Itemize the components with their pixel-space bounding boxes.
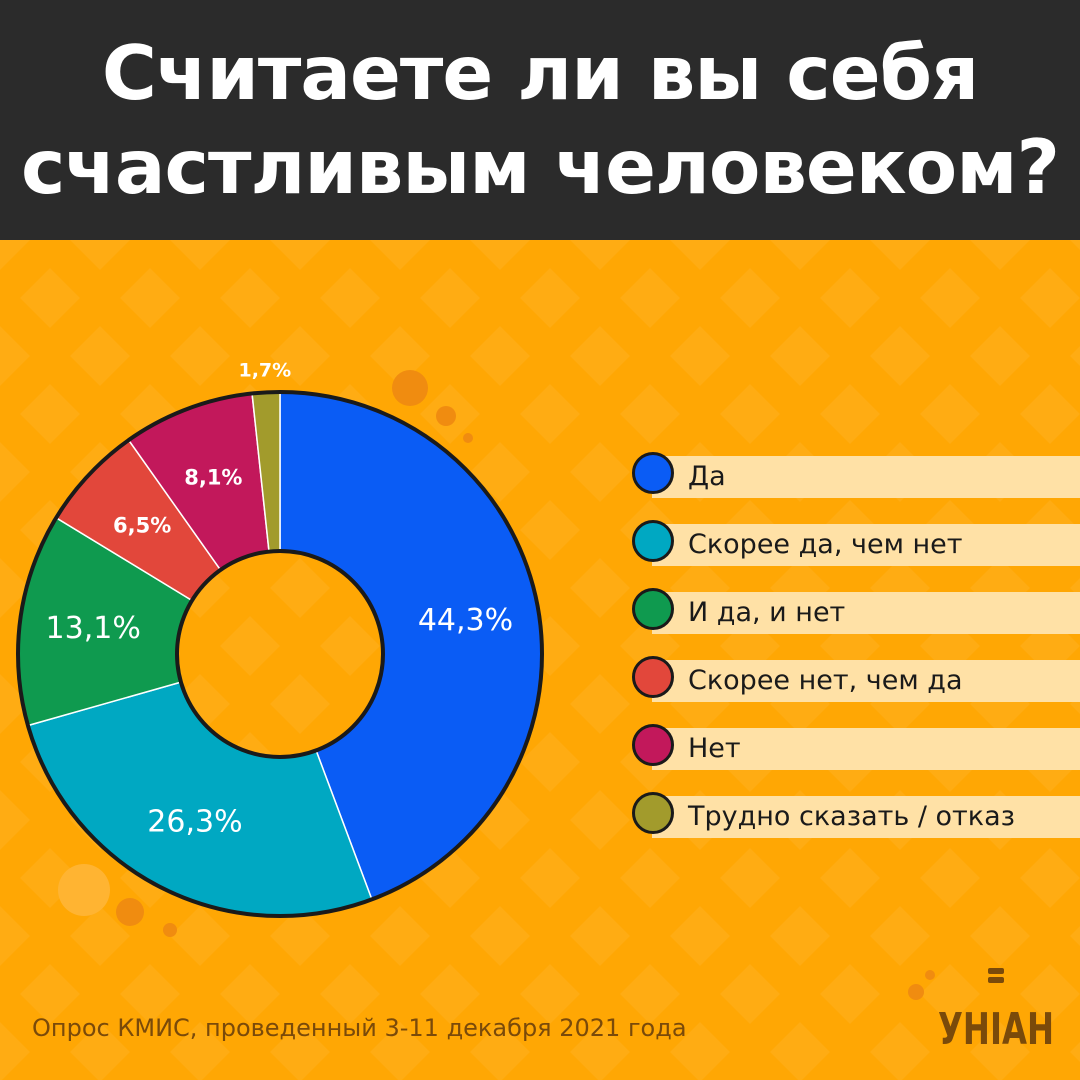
legend-label: Нет (688, 733, 741, 764)
legend-bar (652, 592, 1080, 634)
page-title: Считаете ли вы себя счастливым человеком… (20, 26, 1060, 214)
legend-item: Скорее нет, чем да (632, 652, 1080, 708)
legend-bar (652, 456, 1080, 498)
source-note: Опрос КМИС, проведенный 3-11 декабря 202… (32, 1014, 687, 1042)
legend-item: Трудно сказать / отказ (632, 788, 1080, 844)
legend-bar (652, 728, 1080, 770)
legend-label: Да (688, 461, 726, 492)
svg-text:УНІАН: УНІАН (938, 1004, 1054, 1055)
legend-bar (652, 524, 1080, 566)
legend-label: И да, и нет (688, 597, 846, 628)
slice-label-5: 8,1% (184, 466, 242, 490)
donut-outer-outline (16, 390, 544, 918)
slice-label-1: 44,3% (418, 603, 513, 638)
decorative-dots (58, 370, 935, 1000)
legend-item: Да (632, 448, 1080, 504)
slice-label-3: 13,1% (46, 611, 141, 646)
legend-item: Скорее да, чем нет (632, 516, 1080, 572)
donut-chart: 44,3% 26,3% 13,1% 6,5% 8,1% 1,7% (16, 359, 544, 918)
legend-bar (652, 796, 1080, 838)
legend-label: Скорее да, чем нет (688, 529, 963, 560)
legend-swatch (632, 588, 674, 630)
legend-item: Нет (632, 720, 1080, 776)
chart-legend: Да Скорее да, чем нет И да, и нет Скорее не… (632, 448, 1080, 856)
legend-swatch (632, 520, 674, 562)
title-line-1: Считаете ли вы себя (101, 29, 979, 117)
slice-label-4: 6,5% (113, 513, 171, 537)
legend-swatch (632, 452, 674, 494)
legend-swatch (632, 792, 674, 834)
legend-label: Скорее нет, чем да (688, 665, 963, 696)
legend-swatch (632, 724, 674, 766)
donut-inner-outline (175, 549, 385, 759)
legend-swatch (632, 656, 674, 698)
slice-label-6: 1,7% (238, 359, 291, 381)
legend-label: Трудно сказать / отказ (688, 801, 1015, 832)
slice-label-2: 26,3% (147, 805, 242, 840)
unian-logo: УНІАН (938, 968, 1054, 1055)
title-banner: Считаете ли вы себя счастливым человеком… (0, 0, 1080, 240)
legend-item: И да, и нет (632, 584, 1080, 640)
legend-bar (652, 660, 1080, 702)
title-line-2: счастливым человеком? (20, 123, 1060, 211)
